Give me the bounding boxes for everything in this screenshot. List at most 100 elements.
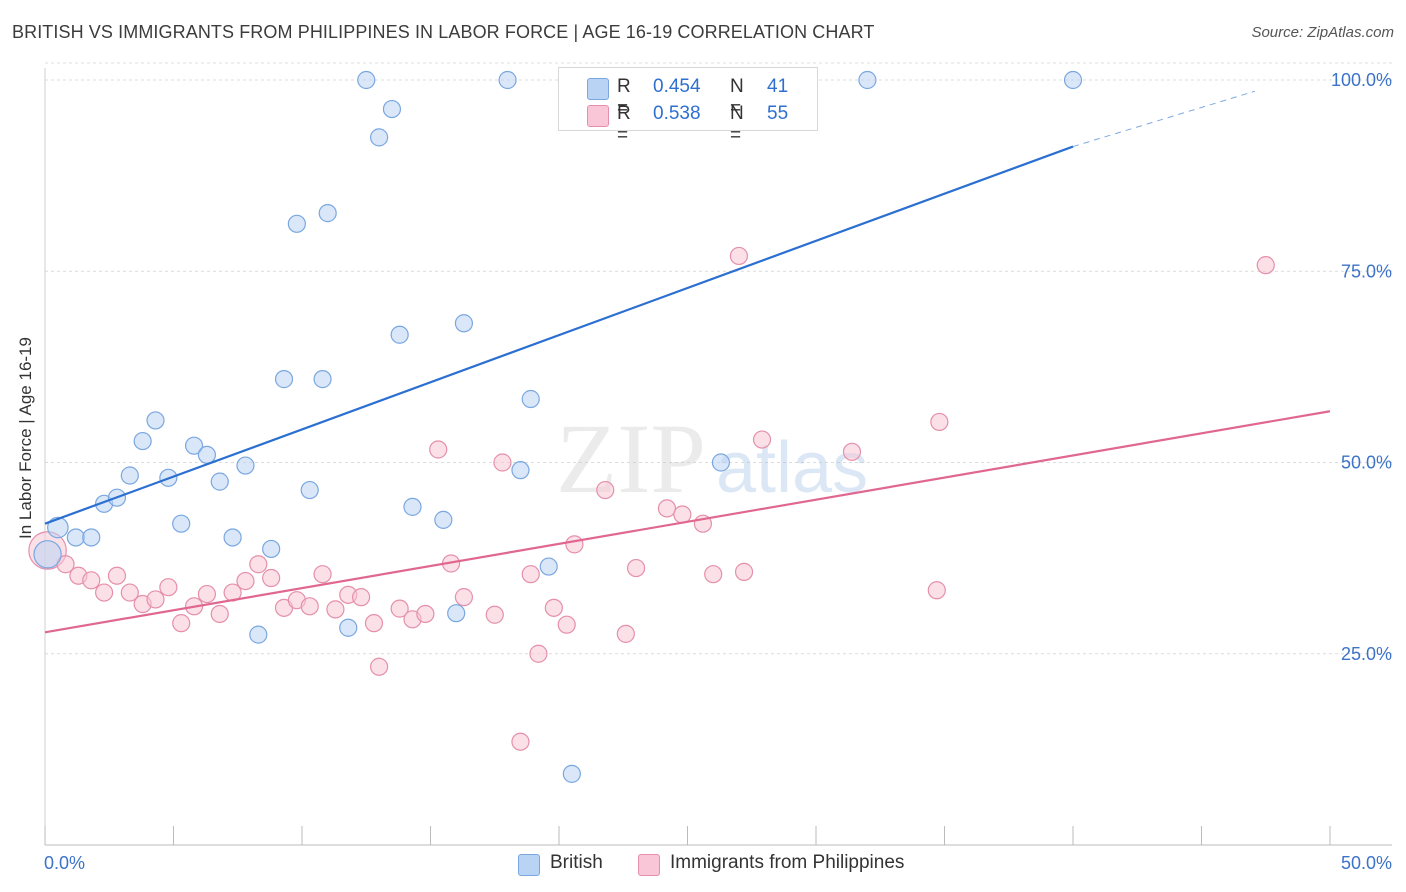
point-philippines	[159, 578, 178, 597]
point-british	[539, 557, 558, 576]
point-philippines	[370, 657, 389, 676]
point-british	[521, 389, 540, 409]
point-philippines	[1256, 256, 1275, 275]
series-british	[33, 70, 1083, 783]
n-label: N =	[730, 103, 744, 146]
point-british	[249, 625, 268, 644]
point-philippines	[95, 583, 114, 602]
point-philippines	[930, 412, 949, 432]
point-british	[184, 436, 204, 455]
point-philippines	[544, 598, 563, 617]
r-label: R =	[617, 76, 631, 119]
point-philippines	[734, 562, 754, 581]
point-british	[313, 370, 332, 389]
point-philippines	[146, 590, 165, 609]
point-british	[172, 514, 191, 533]
point-british	[382, 99, 402, 119]
n-value: 41	[767, 76, 789, 97]
trend-line-philippines	[44, 410, 1331, 634]
point-british	[262, 539, 281, 559]
point-british	[120, 466, 139, 485]
point-british	[318, 204, 337, 223]
y-tick-label: 100.0%	[1331, 70, 1392, 90]
point-philippines	[120, 583, 139, 602]
trend-line-british	[44, 145, 1074, 525]
r-label: R =	[617, 103, 631, 146]
point-british	[454, 314, 474, 333]
point-philippines	[313, 565, 332, 584]
point-british	[47, 516, 69, 539]
y-tick-label: 75.0%	[1341, 261, 1392, 281]
point-philippines	[236, 571, 255, 591]
point-philippines	[673, 505, 692, 524]
r-value: 0.454	[653, 76, 701, 97]
watermark-atlas: atlas	[716, 428, 868, 508]
point-british	[236, 456, 255, 475]
point-philippines	[249, 555, 268, 574]
point-british	[133, 431, 152, 451]
point-british	[274, 370, 294, 389]
british-swatch	[587, 78, 609, 100]
point-british	[434, 510, 453, 529]
point-philippines	[565, 535, 584, 554]
trend-lines	[44, 90, 1331, 634]
point-philippines	[364, 614, 384, 633]
point-british	[210, 472, 229, 491]
point-british	[197, 445, 217, 464]
point-philippines	[416, 604, 435, 624]
point-british	[390, 325, 409, 344]
point-philippines	[557, 615, 576, 634]
r-value: 0.538	[653, 103, 701, 124]
point-philippines	[429, 440, 448, 459]
y-tick-label: 25.0%	[1341, 644, 1392, 664]
axes	[44, 68, 1392, 846]
stats-box: R = 0.454 N = 41 R = 0.538 N = 55	[558, 67, 818, 146]
point-british	[146, 411, 165, 430]
n-label: N =	[730, 76, 744, 119]
british-legend-swatch	[518, 854, 540, 876]
point-british	[447, 604, 466, 623]
point-philippines	[596, 480, 615, 500]
point-british	[223, 528, 242, 547]
gridlines	[45, 62, 1392, 655]
point-philippines	[842, 442, 862, 461]
y-tick-label: 50.0%	[1341, 453, 1392, 473]
point-british	[1063, 70, 1083, 90]
x-tick-label: 50.0%	[1341, 853, 1392, 873]
point-british	[498, 70, 517, 90]
point-british	[403, 497, 422, 516]
point-british	[287, 214, 306, 233]
point-british	[357, 70, 376, 90]
point-philippines	[210, 604, 229, 624]
point-philippines	[107, 566, 127, 585]
point-philippines	[521, 565, 540, 584]
point-british	[300, 480, 319, 500]
watermark-zip: ZIP	[556, 403, 706, 514]
point-philippines	[493, 453, 512, 472]
point-philippines	[729, 246, 749, 266]
trend-line-british-extension	[1072, 90, 1256, 148]
point-philippines	[529, 644, 548, 663]
watermark: ZIP atlas	[556, 403, 868, 514]
n-value: 55	[767, 103, 789, 124]
tick-labels: 25.0% 50.0% 75.0% 100.0% 0.0% 50.0%	[44, 70, 1392, 873]
point-philippines	[454, 588, 474, 607]
point-philippines	[352, 588, 371, 607]
legend-label: British	[550, 852, 603, 873]
point-philippines	[197, 584, 217, 604]
philippines-legend-swatch	[638, 854, 660, 876]
legend-label: Immigrants from Philippines	[670, 852, 905, 873]
point-philippines	[704, 565, 723, 584]
point-british	[82, 528, 101, 547]
point-philippines	[485, 605, 504, 624]
philippines-swatch	[587, 105, 609, 127]
point-philippines	[172, 614, 191, 633]
point-british	[66, 528, 85, 547]
point-philippines	[390, 599, 409, 618]
point-british	[711, 453, 731, 472]
point-british	[370, 128, 389, 147]
x-tick-label: 0.0%	[44, 853, 85, 873]
point-philippines	[657, 499, 677, 518]
source-label: Source: ZipAtlas.com	[1251, 24, 1394, 41]
point-philippines	[752, 430, 772, 449]
